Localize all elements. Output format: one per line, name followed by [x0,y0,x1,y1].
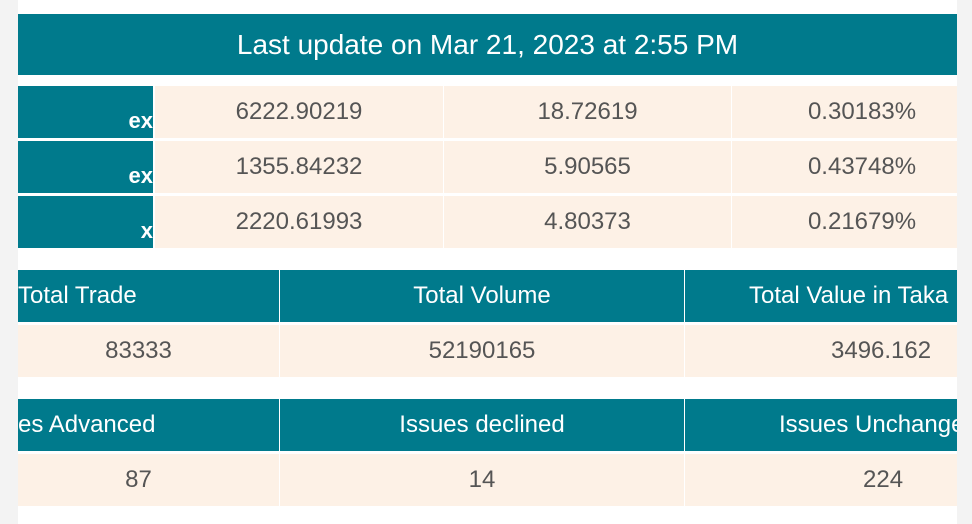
last-update-text: Last update on Mar 21, 2023 at 2:55 PM [236,28,739,60]
index-percent: 0.30183% [732,86,957,138]
index-change: 18.72619 [444,86,731,138]
issues-declined-header: Issues declined [280,399,684,451]
index-name-cell[interactable]: ex [18,86,153,138]
index-value: 1355.84232 [155,141,443,193]
total-value-header: Total Value in Taka [685,270,957,322]
market-summary-panel: Last update on Mar 21, 2023 at 2:55 PM e… [18,0,957,524]
issues-unchanged-header: Issues Unchanged [685,399,957,451]
index-change: 4.80373 [444,196,731,248]
index-change: 5.90565 [444,141,731,193]
index-percent: 0.43748% [732,141,957,193]
index-row: ex 6222.90219 18.72619 0.30183% [18,86,957,138]
last-update-banner: Last update on Mar 21, 2023 at 2:55 PM [18,14,957,75]
total-trade-header: Total Trade [18,270,279,322]
index-row: ex 1355.84232 5.90565 0.43748% [18,141,957,193]
index-value: 2220.61993 [155,196,443,248]
total-volume-value: 52190165 [280,325,684,377]
issues-unchanged-value: 224 [685,454,957,506]
index-row: x 2220.61993 4.80373 0.21679% [18,196,957,248]
index-name-cell[interactable]: ex [18,141,153,193]
total-volume-header: Total Volume [280,270,684,322]
total-trade-value: 83333 [18,325,279,377]
issues-advanced-value: 87 [18,454,279,506]
total-value-value: 3496.162 [685,325,957,377]
index-value: 6222.90219 [155,86,443,138]
index-percent: 0.21679% [732,196,957,248]
issues-advanced-header: Issues Advanced [18,399,279,451]
index-name-cell[interactable]: x [18,196,153,248]
issues-declined-value: 14 [280,454,684,506]
